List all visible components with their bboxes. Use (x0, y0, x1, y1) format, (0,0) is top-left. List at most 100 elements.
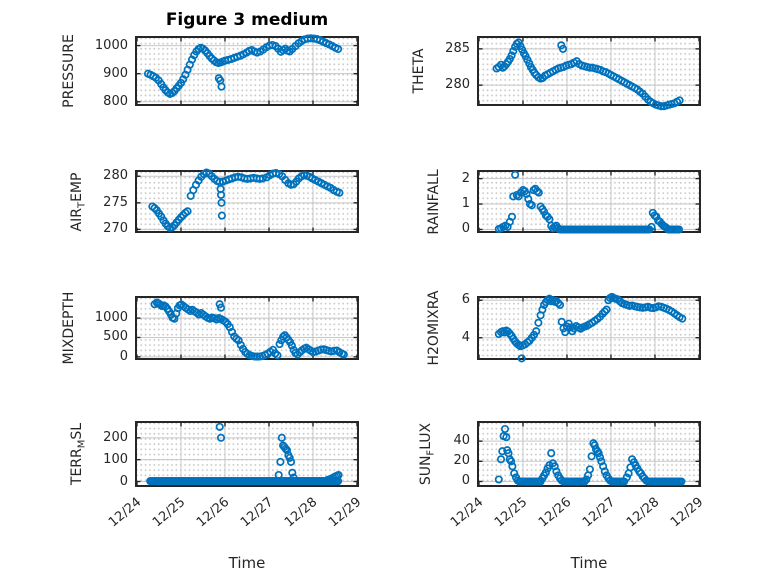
data-point (334, 470, 343, 480)
y-tick-label: 800 (103, 93, 128, 109)
data-point (554, 224, 563, 233)
data-point (517, 354, 526, 363)
x-tick-label: 12/25 (149, 494, 188, 531)
data-point (286, 457, 296, 466)
y-tick-label: 900 (103, 65, 128, 81)
data-point (552, 467, 561, 476)
data-point (662, 224, 671, 233)
data-point (215, 422, 224, 431)
data-point (509, 47, 518, 56)
plot-area-terr_msl (135, 421, 359, 487)
data-point (675, 96, 684, 105)
x-tick-label: 12/26 (535, 494, 574, 531)
data-point (532, 327, 541, 336)
y-tick-label: 200 (103, 429, 128, 445)
data-point (594, 449, 603, 458)
scatter-plot-pressure (136, 34, 358, 104)
data-point (677, 477, 686, 486)
data-point (511, 170, 520, 179)
data-point (657, 102, 666, 111)
data-point (606, 476, 615, 485)
data-point (582, 475, 591, 484)
data-point (217, 198, 226, 207)
x-tick-label: 12/24 (105, 494, 144, 531)
y-axis-label-terr_msl: TERRMSL (68, 422, 88, 486)
data-point (678, 314, 687, 323)
data-point (527, 201, 536, 210)
scatter-plot-rainfall (478, 170, 700, 234)
data-point (273, 351, 282, 360)
data-point (496, 455, 506, 464)
y-tick-label: 1 (461, 196, 470, 212)
data-point (554, 299, 563, 308)
data-point (183, 207, 192, 216)
x-tick-label: 12/26 (193, 494, 232, 531)
data-point (150, 204, 159, 213)
data-point (217, 211, 226, 220)
data-point (253, 352, 262, 361)
data-point (538, 305, 547, 314)
data-point (513, 476, 522, 485)
data-point (282, 446, 292, 455)
data-point (585, 63, 594, 72)
x-tick-label: 12/24 (447, 494, 486, 531)
y-tick-label: 1000 (94, 310, 128, 326)
data-point (500, 424, 510, 434)
y-tick-label: 0 (461, 221, 470, 237)
data-point (547, 449, 556, 458)
data-point (339, 350, 348, 359)
data-point (216, 433, 226, 442)
scatter-plot-sun_flux (478, 423, 700, 486)
x-tick-label: 12/27 (579, 494, 618, 531)
y-tick-label: 0 (119, 473, 128, 489)
data-point (555, 300, 565, 309)
data-point (288, 468, 297, 477)
y-tick-label: 40 (453, 433, 470, 449)
data-point (534, 188, 543, 197)
y-tick-label: 6 (461, 292, 470, 308)
data-point (541, 468, 550, 477)
figure-title: Figure 3 medium (165, 10, 329, 30)
data-point (507, 212, 517, 221)
data-point (674, 225, 684, 234)
y-axis-label-sun_flux: SUNFLUX (418, 422, 437, 486)
data-point (275, 340, 284, 349)
data-point (642, 476, 651, 485)
data-point (217, 82, 226, 91)
data-point (600, 307, 609, 316)
scatter-plot-terr_msl (136, 422, 358, 486)
data-point (216, 303, 226, 312)
data-point (598, 309, 607, 318)
x-tick-label: 12/27 (237, 494, 276, 531)
data-point (274, 470, 283, 480)
data-point (289, 473, 298, 482)
y-tick-label: 1000 (94, 37, 128, 53)
data-point (558, 44, 568, 53)
data-point (600, 467, 609, 476)
data-point (502, 433, 511, 442)
data-point (277, 433, 286, 442)
data-point (622, 473, 631, 482)
data-point (595, 453, 605, 462)
y-tick-label: 20 (453, 453, 470, 469)
data-point (508, 462, 517, 471)
scatter-plot-theta (478, 38, 700, 111)
y-tick-label: 0 (119, 348, 128, 364)
data-point (557, 476, 566, 485)
data-point (276, 457, 285, 466)
data-point (285, 453, 294, 462)
y-tick-label: 270 (103, 221, 128, 237)
x-tick-label: 12/28 (623, 494, 662, 531)
data-point (507, 457, 516, 466)
y-tick-label: 100 (103, 451, 128, 467)
y-tick-label: 4 (461, 329, 470, 345)
y-tick-label: 280 (103, 168, 128, 184)
data-point (258, 174, 267, 183)
data-point (602, 305, 611, 314)
scatter-plot-mixdepth (136, 298, 358, 361)
x-tick-label: 12/29 (325, 494, 364, 531)
data-point (494, 475, 503, 484)
data-point (334, 44, 343, 54)
scatter-plot-air_temp (136, 168, 358, 232)
